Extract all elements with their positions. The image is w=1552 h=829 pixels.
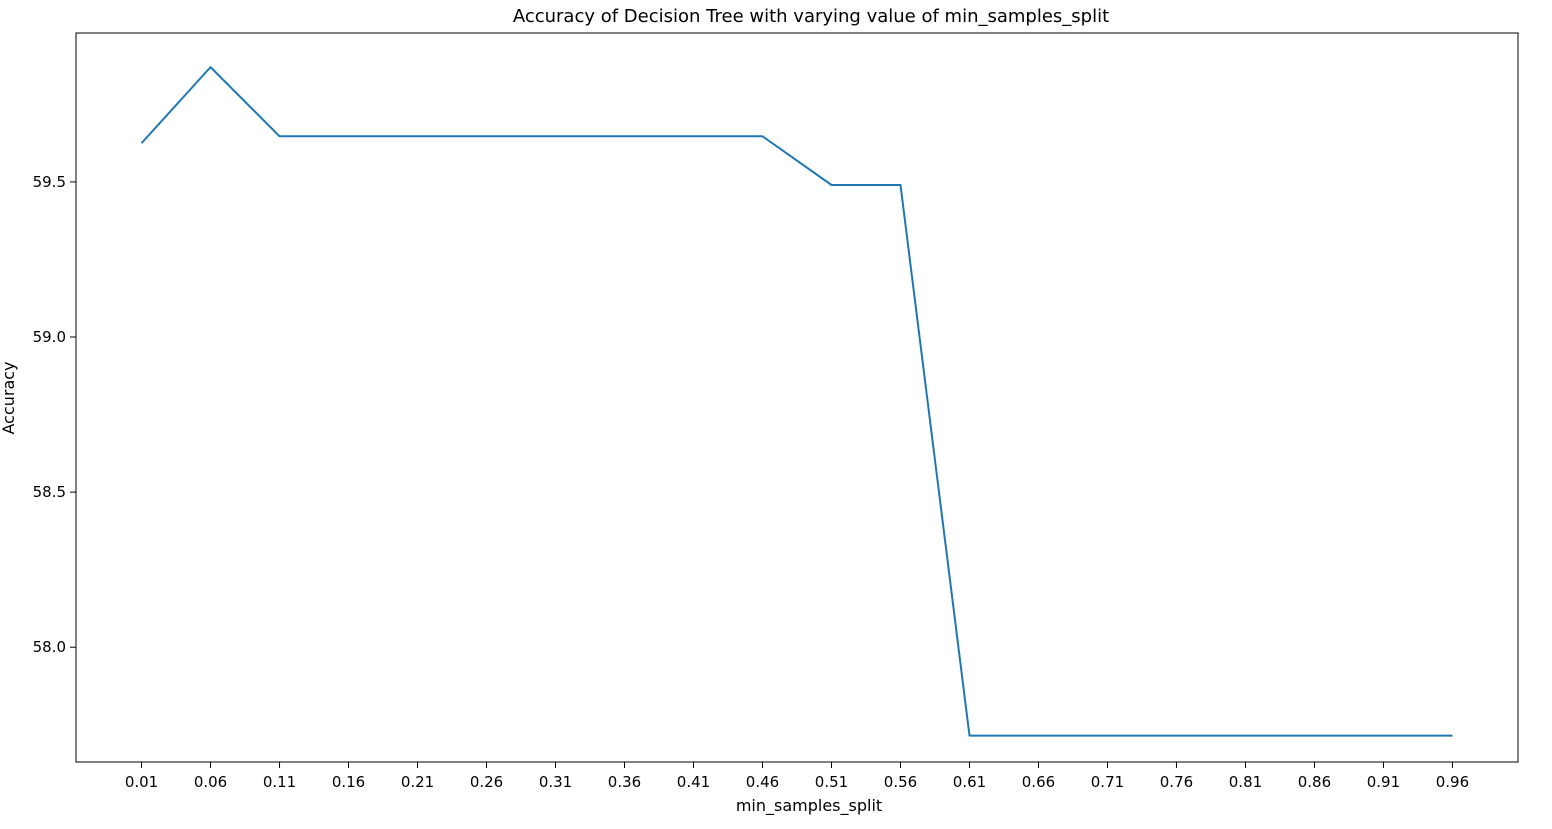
plot-frame — [75, 32, 1519, 763]
x-tick-label: 0.41 — [677, 773, 710, 791]
x-tick-label: 0.26 — [470, 773, 503, 791]
x-tick-label: 0.36 — [608, 773, 641, 791]
series-line-0 — [140, 66, 1453, 737]
x-tick-label: 0.61 — [953, 773, 986, 791]
x-tick-label: 0.91 — [1367, 773, 1400, 791]
y-tick-label: 59.0 — [33, 328, 66, 346]
x-axis: 0.01 0.06 0.11 0.16 0.21 0.26 0.31 0.36 0.41 0.46… — [125, 762, 1469, 791]
x-tick-label: 0.81 — [1229, 773, 1262, 791]
series-layer — [140, 66, 1453, 737]
x-tick-label: 0.71 — [1091, 773, 1124, 791]
x-tick-label: 0.96 — [1436, 773, 1469, 791]
y-tick-label: 58.0 — [33, 638, 66, 656]
y-tick-label: 59.5 — [33, 173, 66, 191]
x-tick-label: 0.31 — [539, 773, 572, 791]
x-tick-label: 0.86 — [1298, 773, 1331, 791]
x-axis-label: min_samples_split — [736, 796, 882, 816]
plot-area: 0.01 0.06 0.11 0.16 0.21 0.26 0.31 0.36 0.41 0.46… — [33, 32, 1519, 791]
y-axis-label: Accuracy — [0, 361, 18, 434]
x-tick-label: 0.51 — [815, 773, 848, 791]
y-tick-label: 58.5 — [33, 483, 66, 501]
x-tick-label: 0.21 — [401, 773, 434, 791]
y-axis: 58.0 58.5 59.0 59.5 — [33, 173, 76, 656]
x-tick-label: 0.06 — [194, 773, 227, 791]
x-tick-label: 0.11 — [263, 773, 296, 791]
x-tick-label: 0.56 — [884, 773, 917, 791]
x-tick-label: 0.66 — [1022, 773, 1055, 791]
chart-title: Accuracy of Decision Tree with varying v… — [513, 6, 1109, 27]
x-tick-label: 0.01 — [125, 773, 158, 791]
x-tick-label: 0.76 — [1160, 773, 1193, 791]
x-tick-label: 0.46 — [746, 773, 779, 791]
x-tick-label: 0.16 — [332, 773, 365, 791]
